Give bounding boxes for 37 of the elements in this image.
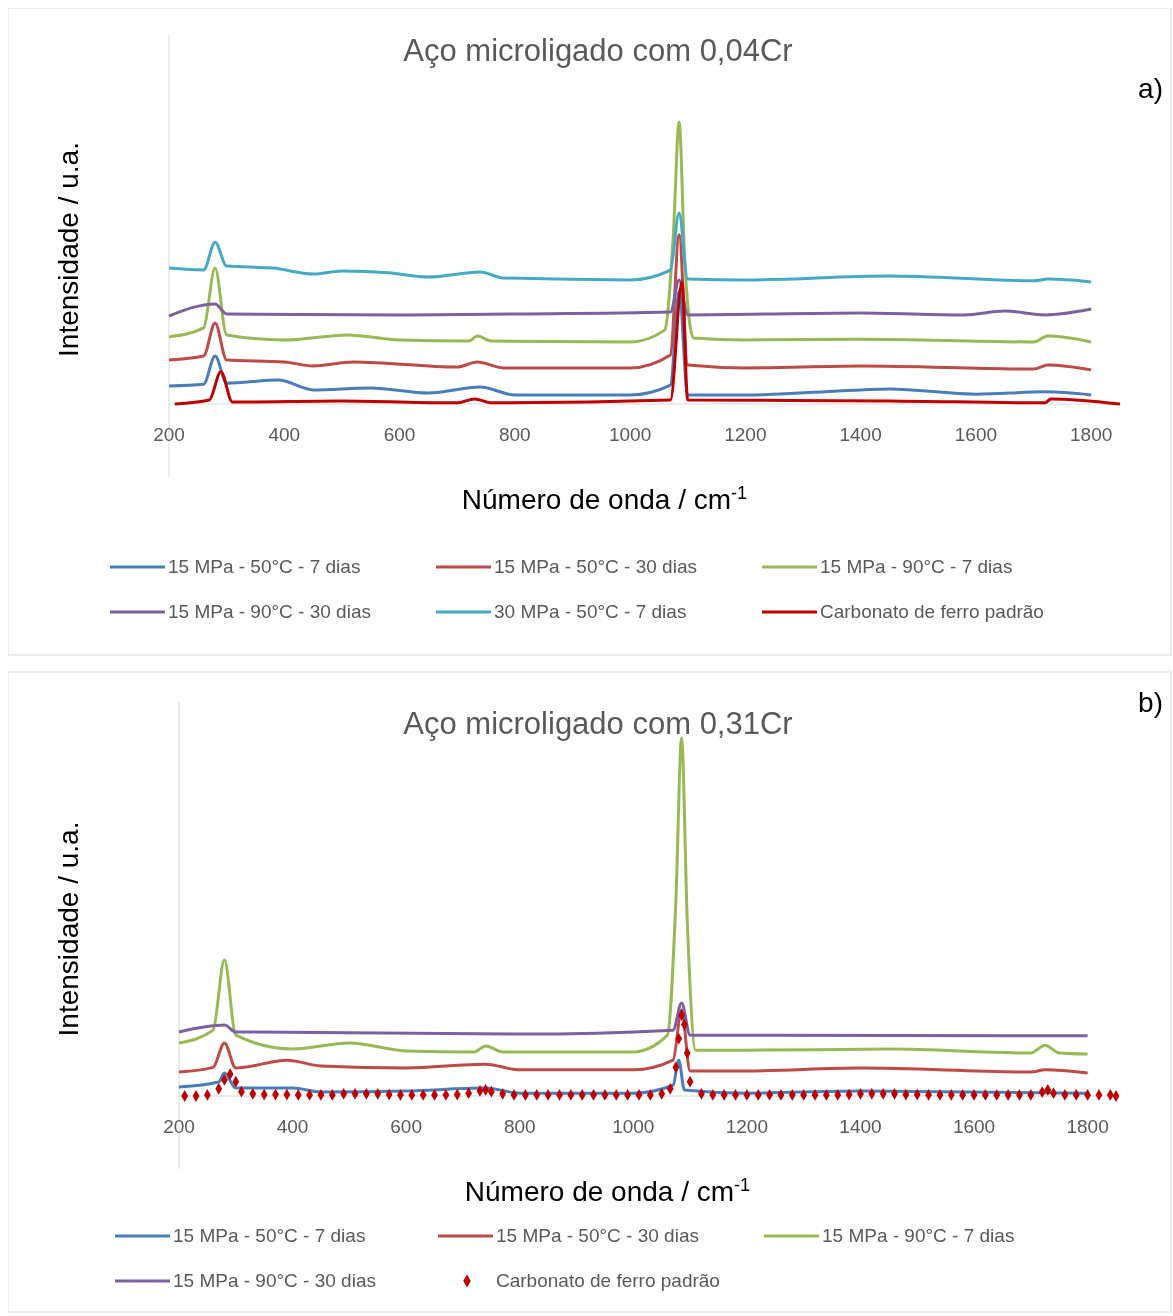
legend-label: Carbonato de ferro padrão [496, 1270, 720, 1291]
x-tick-label: 200 [153, 424, 185, 445]
x-tick-label: 1600 [954, 424, 998, 445]
x-tick-label: 800 [498, 424, 531, 445]
legend-label: 15 MPa - 90°C - 30 dias [168, 601, 371, 622]
legend-label: 15 MPa - 90°C - 7 dias [820, 556, 1013, 577]
x-tick-label: 1000 [608, 424, 652, 445]
legend-label: 15 MPa - 50°C - 30 dias [496, 1225, 699, 1246]
x-tick-label: 1200 [724, 424, 767, 445]
y-axis-title: Intensidade / u.a. [53, 821, 84, 1037]
x-tick-label: 200 [163, 1116, 195, 1137]
legend-label: 30 MPa - 50°C - 7 dias [494, 601, 687, 622]
x-tick-label: 600 [390, 1116, 422, 1137]
x-tick-label: 800 [503, 1116, 536, 1137]
legend-label: 15 MPa - 90°C - 30 dias [173, 1270, 376, 1291]
legend-label: 15 MPa - 90°C - 7 dias [822, 1225, 1015, 1246]
x-tick-label: 1800 [1066, 1116, 1109, 1137]
chart-title: Aço microligado com 0,31Cr [403, 706, 793, 741]
x-tick-label: 400 [276, 1116, 309, 1137]
y-axis-title: Intensidade / u.a. [53, 142, 84, 357]
x-tick-label: 1400 [839, 1116, 882, 1137]
x-tick-label: 1000 [612, 1116, 655, 1137]
x-axis-title: Número de onda / cm$^{-1}$ [461, 483, 748, 515]
x-tick-label: 1200 [725, 1116, 769, 1137]
x-tick-label: 600 [383, 424, 416, 445]
x-tick-label: 400 [268, 424, 301, 445]
x-tick-label: 1600 [952, 1116, 996, 1137]
text: b) [1138, 687, 1163, 718]
x-axis-title: Número de onda / cm$^{-1}$ [464, 1175, 751, 1207]
x-tick-label: 1800 [1070, 424, 1113, 445]
text: a) [1138, 73, 1163, 104]
x-tick-label: 1400 [839, 424, 882, 445]
legend-label: 15 MPa - 50°C - 7 dias [173, 1225, 366, 1246]
legend-label: 15 MPa - 50°C - 7 dias [168, 556, 361, 577]
legend-label: Carbonato de ferro padrão [820, 601, 1044, 622]
chart-title: Aço microligado com 0,04Cr [403, 33, 793, 68]
legend-label: 15 MPa - 50°C - 30 dias [494, 556, 697, 577]
